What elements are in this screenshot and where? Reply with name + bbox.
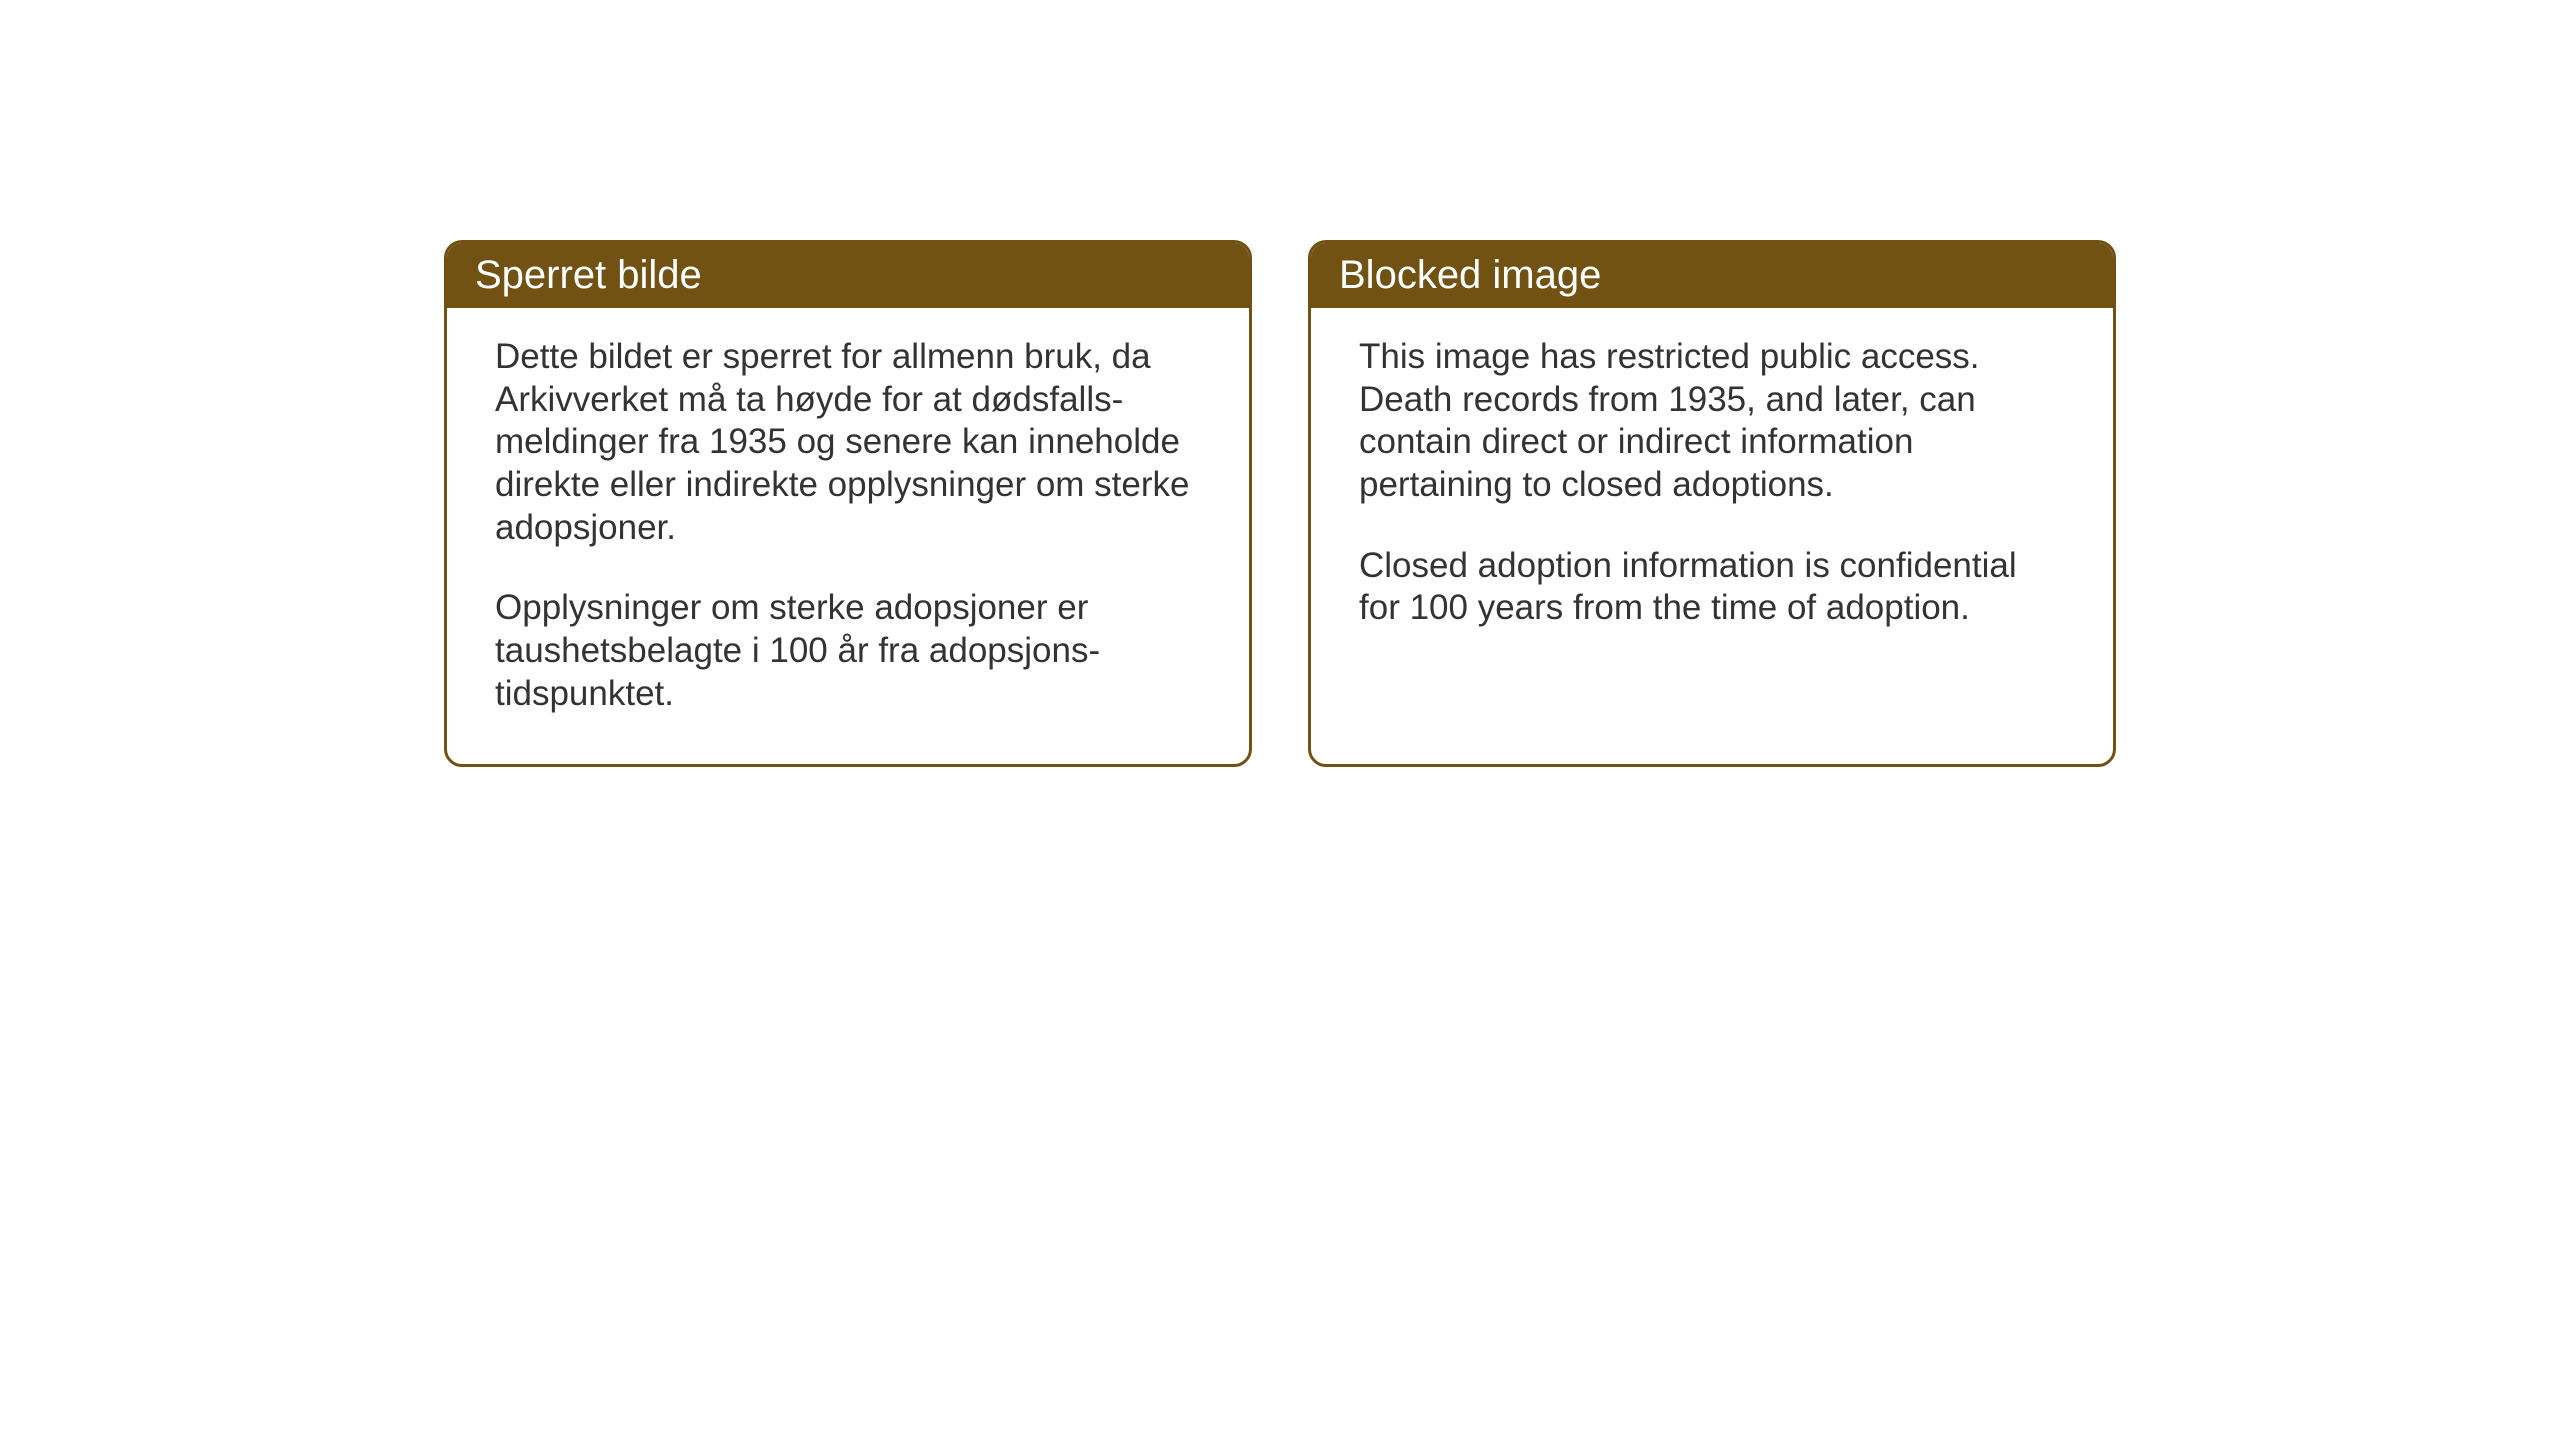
english-paragraph-2: Closed adoption information is confident… [1359,545,2065,630]
notice-container: Sperret bilde Dette bildet er sperret fo… [444,240,2116,767]
english-card-body: This image has restricted public access.… [1311,308,2113,678]
english-notice-card: Blocked image This image has restricted … [1308,240,2116,767]
norwegian-card-body: Dette bildet er sperret for allmenn bruk… [447,308,1249,764]
norwegian-notice-card: Sperret bilde Dette bildet er sperret fo… [444,240,1252,767]
norwegian-card-title: Sperret bilde [447,243,1249,308]
norwegian-paragraph-2: Opplysninger om sterke adopsjoner er tau… [495,587,1201,715]
english-paragraph-1: This image has restricted public access.… [1359,336,2065,507]
english-card-title: Blocked image [1311,243,2113,308]
norwegian-paragraph-1: Dette bildet er sperret for allmenn bruk… [495,336,1201,549]
